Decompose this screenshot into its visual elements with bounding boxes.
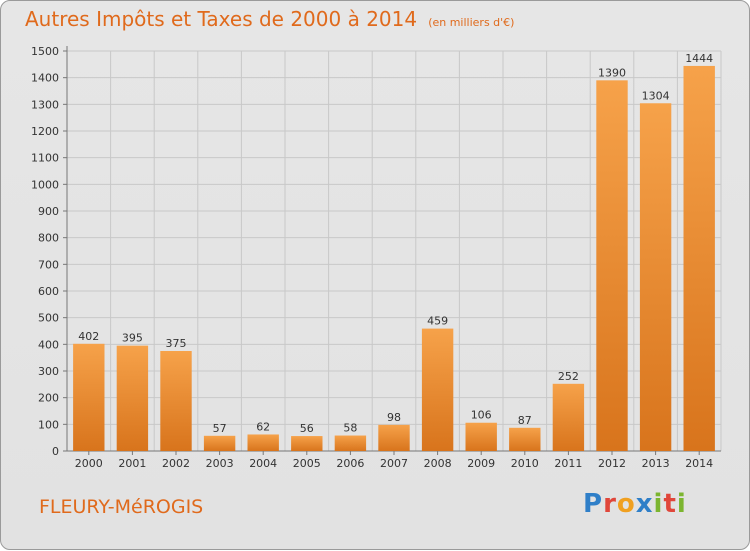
- x-tick-label: 2003: [206, 457, 234, 470]
- logo-letter: i: [653, 489, 664, 519]
- bar: [465, 422, 497, 451]
- bar-value-label: 459: [427, 315, 448, 328]
- x-tick-label: 2000: [75, 457, 103, 470]
- logo-letter: x: [635, 489, 654, 519]
- y-tick-label: 1200: [31, 125, 59, 138]
- y-tick-label: 700: [38, 258, 59, 271]
- x-tick-label: 2012: [598, 457, 626, 470]
- x-tick-label: 2002: [162, 457, 190, 470]
- y-tick-label: 1500: [31, 45, 59, 58]
- bar: [291, 436, 323, 451]
- x-tick-label: 2014: [685, 457, 713, 470]
- logo-letter: t: [663, 489, 677, 519]
- bar: [552, 383, 585, 451]
- bar: [596, 80, 628, 451]
- bar: [509, 427, 541, 451]
- y-tick-label: 1300: [31, 98, 59, 111]
- bar-value-label: 1304: [642, 89, 670, 102]
- bar: [421, 328, 454, 451]
- logo-letter: P: [583, 489, 604, 519]
- logo-letter: o: [616, 489, 636, 519]
- y-tick-label: 200: [38, 392, 59, 405]
- bar: [683, 65, 715, 451]
- chart-title: Autres Impôts et Taxes de 2000 à 2014: [25, 7, 418, 31]
- x-tick-label: 2007: [380, 457, 408, 470]
- x-tick-label: 2008: [424, 457, 452, 470]
- x-tick-label: 2009: [467, 457, 495, 470]
- y-tick-label: 1400: [31, 72, 59, 85]
- y-tick-label: 900: [38, 205, 59, 218]
- y-tick-label: 500: [38, 312, 59, 325]
- y-tick-label: 100: [38, 418, 59, 431]
- x-tick-label: 2004: [249, 457, 277, 470]
- bar: [247, 434, 279, 451]
- x-tick-label: 2005: [293, 457, 321, 470]
- bar: [160, 351, 192, 451]
- bar-value-label: 58: [343, 422, 357, 435]
- bar: [334, 435, 367, 451]
- proxiti-logo: Proxiti: [583, 489, 687, 519]
- x-tick-label: 2001: [118, 457, 146, 470]
- y-tick-label: 0: [52, 445, 59, 458]
- bar: [639, 103, 672, 452]
- logo-letter: r: [603, 489, 617, 519]
- y-tick-label: 400: [38, 338, 59, 351]
- bar-value-label: 87: [518, 414, 532, 427]
- bar-value-label: 395: [122, 332, 143, 345]
- y-tick-label: 1100: [31, 152, 59, 165]
- y-tick-label: 1000: [31, 178, 59, 191]
- bar: [73, 343, 105, 451]
- y-tick-label: 600: [38, 285, 59, 298]
- bar-value-label: 1444: [685, 52, 713, 65]
- title-block: Autres Impôts et Taxes de 2000 à 2014 (e…: [25, 7, 514, 31]
- x-tick-label: 2011: [554, 457, 582, 470]
- bar-value-label: 1390: [598, 66, 626, 79]
- bar-value-label: 402: [78, 330, 99, 343]
- bar-value-label: 106: [471, 409, 492, 422]
- x-tick-label: 2010: [511, 457, 539, 470]
- logo-letter: i: [676, 489, 687, 519]
- y-tick-label: 300: [38, 365, 59, 378]
- bar-value-label: 98: [387, 411, 401, 424]
- bar-value-label: 56: [300, 422, 314, 435]
- commune-name: FLEURY-MéROGIS: [39, 496, 204, 518]
- y-tick-label: 800: [38, 232, 59, 245]
- x-tick-label: 2013: [642, 457, 670, 470]
- chart-subtitle: (en milliers d'€): [428, 16, 515, 29]
- labels: 0 100 200 300 400 500 600 700 800 900 1000 1100 1200…: [31, 45, 713, 470]
- x-tick-label: 2006: [336, 457, 364, 470]
- bar-value-label: 62: [256, 420, 270, 433]
- bar: [203, 435, 236, 451]
- bar: [116, 345, 149, 451]
- bar-value-label: 375: [166, 337, 187, 350]
- bar: [378, 424, 410, 451]
- bar-value-label: 57: [213, 422, 227, 435]
- bar-value-label: 252: [558, 370, 579, 383]
- bars: [73, 65, 715, 452]
